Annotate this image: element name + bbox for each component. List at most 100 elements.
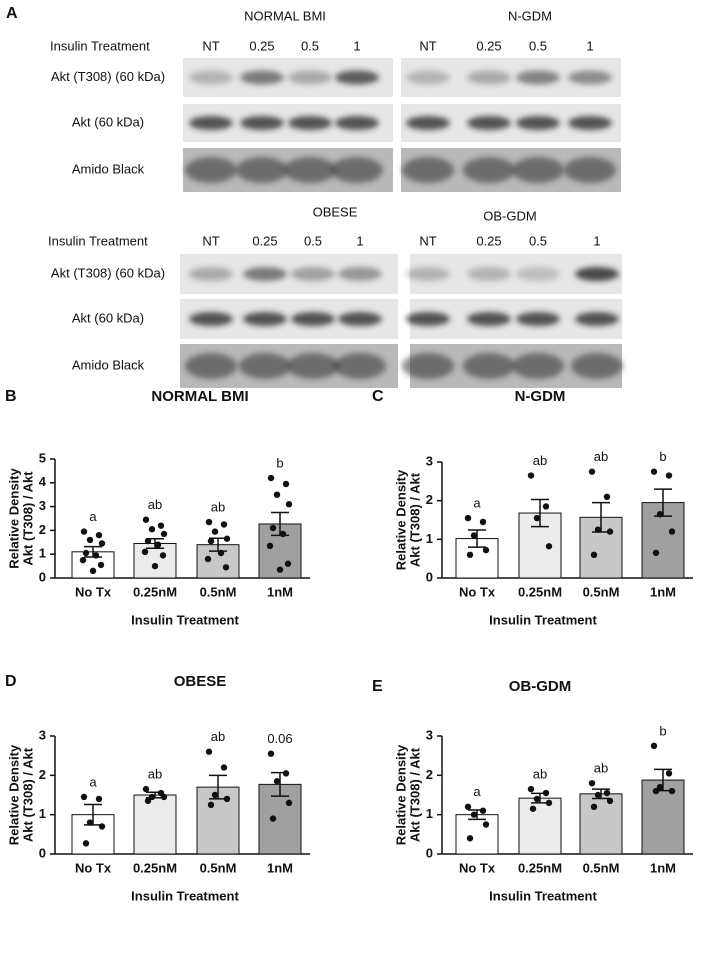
data-point [529, 805, 537, 812]
data-point [223, 535, 231, 542]
x-tick-label: 0.5nM [200, 860, 237, 875]
annotation: ab [148, 767, 162, 782]
blot-band [189, 70, 233, 85]
x-tick-label: 0.5nM [583, 860, 620, 875]
y-axis-label: Relative Density [393, 469, 408, 570]
blot-band [189, 116, 233, 130]
data-point [652, 787, 660, 795]
data-point [533, 514, 541, 522]
data-point [527, 785, 535, 793]
lane-label: 0.5 [529, 233, 547, 248]
blot-band [571, 353, 623, 379]
blot-band [243, 267, 287, 281]
blot-band [568, 70, 612, 85]
data-point [151, 562, 159, 570]
blot-band [516, 267, 560, 281]
lane-label: 0.25 [249, 38, 274, 53]
data-point [590, 551, 598, 558]
blot-band [512, 157, 564, 183]
blot-band [240, 70, 284, 85]
annotation: 0.06 [267, 731, 292, 746]
y-tick-label: 1 [426, 806, 433, 821]
data-point [482, 546, 490, 554]
lane-label: 1 [593, 233, 600, 248]
blot-band [467, 312, 511, 326]
x-tick-label: 0.5nM [200, 584, 237, 599]
annotation: b [276, 455, 283, 470]
data-point [80, 528, 88, 535]
data-point [466, 835, 474, 842]
blot-band [568, 116, 612, 130]
error-bar [531, 498, 549, 528]
data-point [603, 789, 611, 797]
data-point [217, 549, 225, 557]
blot-band [240, 116, 284, 130]
blot-band [189, 267, 233, 281]
data-point [650, 742, 658, 750]
x-tick-label: No Tx [75, 860, 112, 875]
data-point [470, 532, 478, 539]
blot-band [463, 157, 515, 183]
annotation: ab [594, 761, 608, 776]
x-tick-label: 1nM [267, 584, 293, 599]
blot-band [516, 312, 560, 326]
data-point [148, 526, 156, 533]
error-bar [654, 488, 672, 517]
lane-label: 1 [356, 233, 363, 248]
y-tick-label: 3 [426, 453, 433, 468]
y-tick-label: 2 [39, 767, 46, 782]
annotation: ab [594, 449, 608, 464]
data-point [542, 789, 550, 797]
data-point [98, 540, 106, 547]
data-point [533, 795, 541, 803]
data-point [650, 468, 658, 475]
blot-title: OBESE [313, 204, 358, 219]
x-tick-label: No Tx [459, 584, 496, 599]
blot-band [402, 353, 454, 379]
data-point [82, 549, 90, 557]
y-axis-label: Akt (T308) / Akt [20, 471, 35, 566]
bar [133, 542, 177, 579]
lane-label: 1 [353, 38, 360, 53]
y-tick-label: 2 [39, 522, 46, 537]
lane-label: NT [419, 38, 436, 53]
data-point [142, 785, 150, 793]
data-point [205, 748, 213, 755]
panel-label: E [372, 678, 383, 695]
blot-band [406, 267, 450, 281]
data-point [606, 797, 614, 805]
data-point [665, 770, 673, 777]
blot-band [236, 157, 288, 183]
blot-band [185, 353, 237, 379]
x-tick-label: 1nM [650, 860, 676, 875]
data-point [267, 750, 275, 757]
blot-band [402, 157, 454, 183]
data-point [160, 530, 168, 538]
data-point [279, 530, 287, 538]
annotation: ab [533, 453, 547, 468]
data-point [144, 797, 152, 805]
blot-band [406, 312, 450, 326]
data-point [86, 536, 94, 544]
data-point [273, 491, 281, 498]
chart-title: OB-GDM [509, 678, 572, 695]
annotation: b [659, 723, 666, 738]
data-point [545, 799, 553, 807]
data-point [606, 528, 614, 535]
data-point [80, 793, 88, 801]
blot-band [467, 116, 511, 130]
y-tick-label: 3 [39, 498, 46, 513]
data-point [211, 791, 219, 799]
lane-label: NT [419, 233, 436, 248]
blot-band [338, 312, 382, 326]
data-point [466, 551, 474, 558]
data-point [269, 815, 277, 822]
chart-title: OBESE [174, 673, 227, 690]
data-point [588, 780, 596, 787]
data-point [273, 778, 281, 785]
blot-band [288, 116, 332, 130]
row-label: Akt (60 kDa) [72, 114, 144, 129]
x-tick-label: 1nM [267, 860, 293, 875]
annotation: a [473, 496, 481, 511]
